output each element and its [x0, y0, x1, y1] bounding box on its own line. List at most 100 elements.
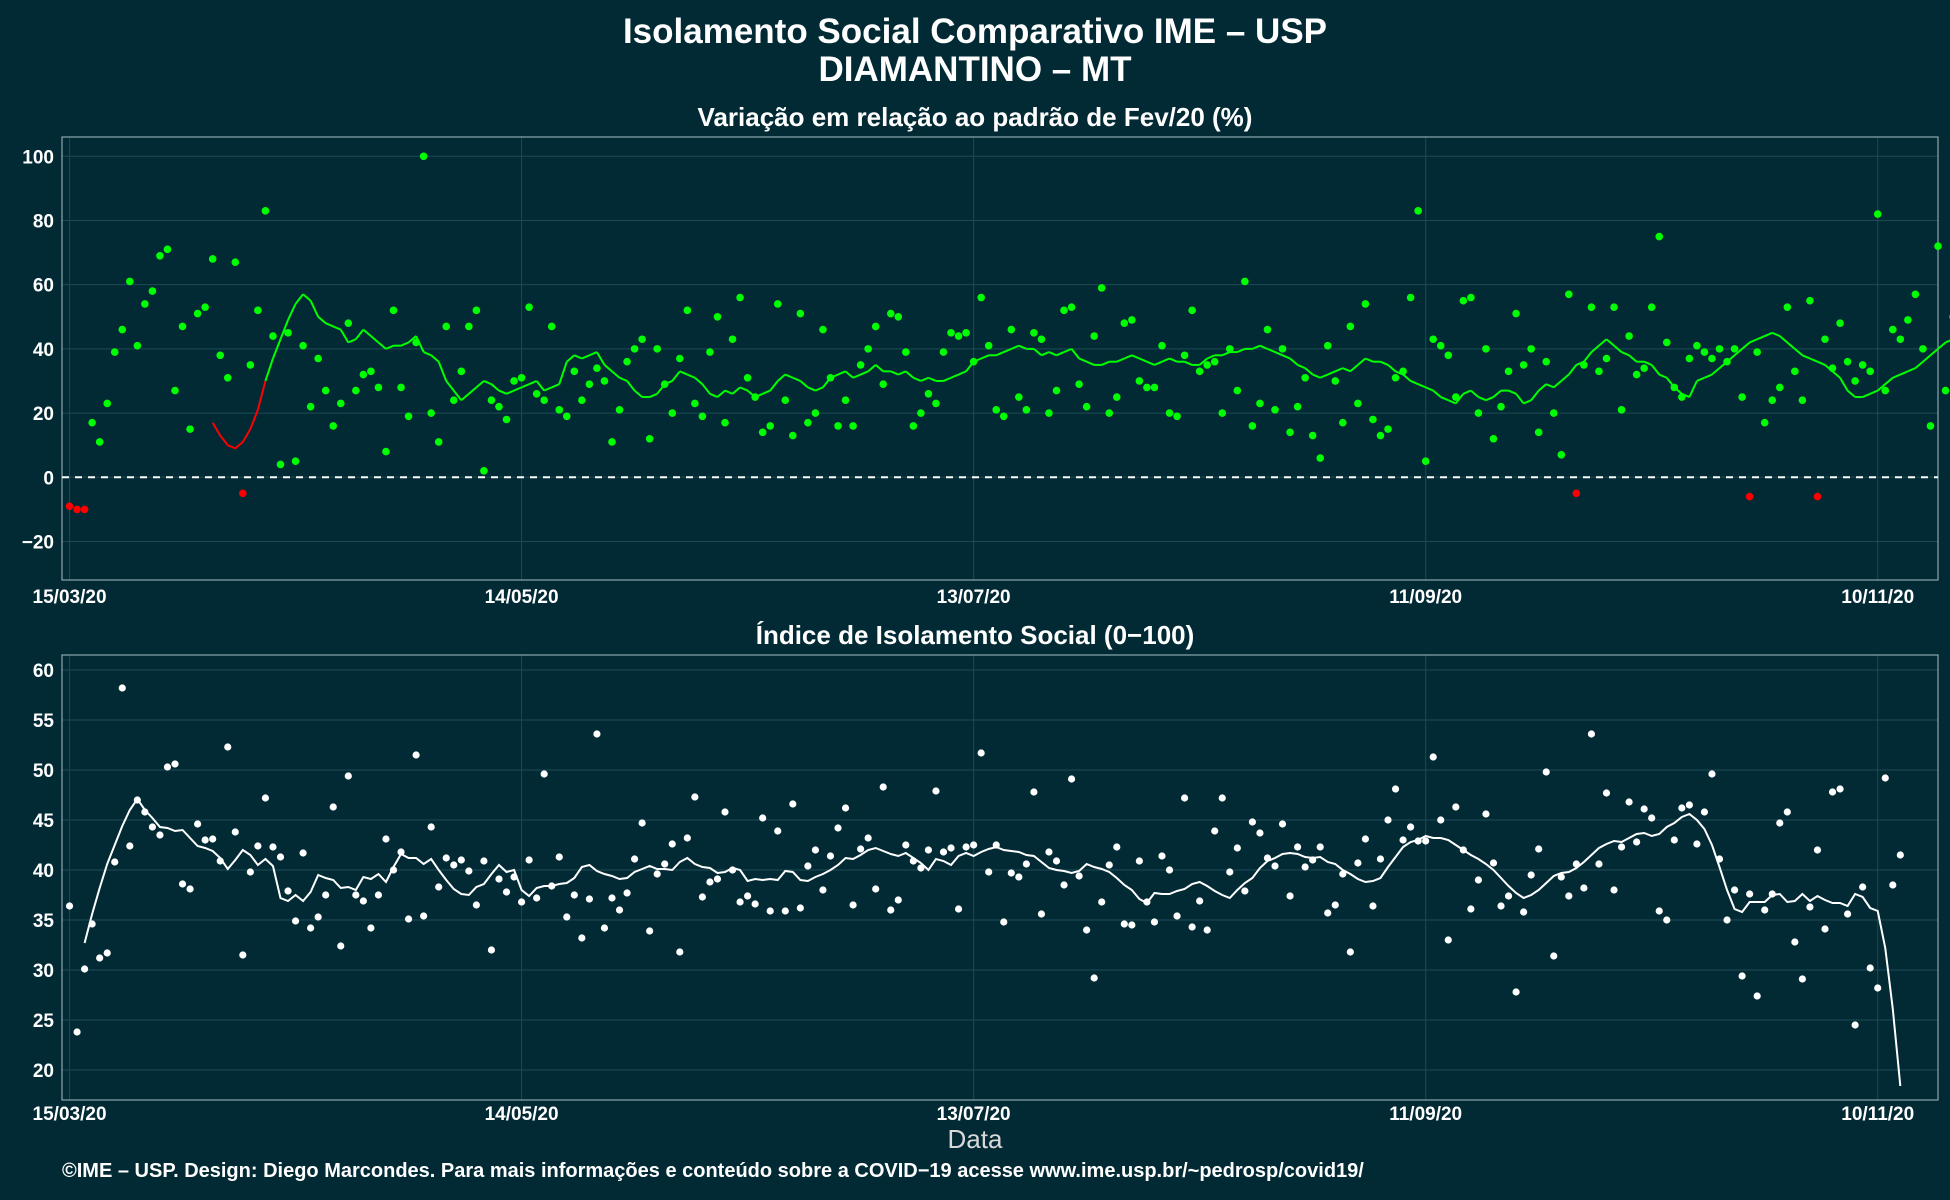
- data-point: [653, 345, 661, 353]
- data-point: [751, 900, 759, 908]
- y-tick-label: 50: [33, 761, 54, 782]
- rolling-mean-segment: [897, 370, 907, 376]
- data-point: [1000, 918, 1008, 926]
- rolling-mean-segment: [1801, 354, 1811, 360]
- rolling-mean-segment: [709, 392, 718, 398]
- data-point: [397, 848, 405, 856]
- data-point: [382, 835, 390, 843]
- data-point: [465, 867, 473, 875]
- data-point: [570, 891, 578, 899]
- data-point: [646, 927, 654, 935]
- data-point: [1873, 210, 1882, 218]
- data-point: [1602, 354, 1611, 363]
- data-point: [163, 245, 172, 254]
- rolling-mean-segment: [302, 293, 312, 302]
- rolling-mean-segment: [1538, 383, 1547, 392]
- data-point: [510, 873, 518, 881]
- data-point: [1203, 361, 1211, 369]
- data-point: [548, 882, 556, 890]
- data-point: [1195, 367, 1204, 376]
- rolling-mean-segment: [347, 338, 357, 344]
- rolling-mean-segment: [1078, 357, 1088, 363]
- data-point: [841, 396, 850, 405]
- rolling-mean-segment: [227, 444, 236, 450]
- rolling-mean-segment: [1116, 357, 1125, 363]
- data-point: [246, 868, 254, 876]
- rolling-mean-segment: [679, 370, 688, 376]
- data-point: [1768, 396, 1777, 405]
- data-point: [261, 794, 270, 802]
- data-point: [766, 422, 775, 430]
- data-point: [344, 319, 353, 327]
- data-point: [1233, 844, 1241, 852]
- rolling-mean-segment: [1846, 389, 1856, 398]
- rolling-mean-segment: [603, 364, 613, 373]
- data-point: [261, 207, 270, 215]
- data-point: [721, 808, 729, 816]
- data-point: [1414, 207, 1422, 215]
- data-point: [1610, 886, 1618, 894]
- data-point: [1369, 902, 1377, 910]
- data-point: [1662, 338, 1671, 347]
- data-point: [1843, 357, 1852, 366]
- rolling-mean-segment: [1492, 389, 1502, 398]
- data-point: [1888, 325, 1897, 334]
- data-point: [126, 842, 134, 850]
- data-point: [766, 907, 774, 915]
- data-point: [246, 361, 255, 369]
- rolling-mean-segment: [1236, 347, 1246, 353]
- rolling-mean-segment: [1922, 354, 1932, 363]
- data-point: [856, 361, 865, 369]
- rolling-mean-segment: [1048, 351, 1057, 357]
- data-point: [1406, 293, 1415, 302]
- rolling-mean-segment: [867, 364, 877, 373]
- data-point: [1256, 829, 1264, 837]
- data-point: [450, 861, 458, 869]
- data-point: [427, 409, 435, 417]
- rolling-mean-segment: [958, 370, 967, 376]
- data-point: [924, 846, 933, 854]
- rolling-mean-segment: [1817, 360, 1826, 366]
- rolling-mean-segment: [355, 328, 365, 340]
- data-point: [1640, 364, 1648, 372]
- data-point: [1708, 354, 1716, 363]
- rolling-mean-segment: [1508, 389, 1517, 395]
- rolling-mean-segment: [452, 389, 463, 401]
- rolling-mean-segment: [1432, 389, 1442, 398]
- data-point: [1278, 820, 1287, 828]
- data-point: [1557, 451, 1566, 459]
- data-point: [223, 373, 232, 382]
- data-point: [1693, 341, 1701, 350]
- rolling-mean-segment: [566, 354, 575, 363]
- rolling-mean-segment: [1003, 347, 1012, 353]
- rolling-mean-segment: [588, 351, 598, 357]
- data-point: [992, 406, 1001, 414]
- rolling-mean-segment: [1523, 399, 1532, 405]
- y-tick-label: 100: [22, 147, 54, 168]
- data-point: [826, 852, 835, 860]
- rolling-mean-segment: [769, 380, 779, 392]
- data-point: [1218, 409, 1227, 417]
- data-point: [1135, 857, 1143, 865]
- rolling-mean-segment: [332, 325, 342, 331]
- data-point: [585, 380, 594, 388]
- data-point: [1384, 816, 1392, 824]
- rolling-mean-segment: [498, 389, 507, 395]
- data-point: [1730, 345, 1739, 353]
- data-point: [1376, 855, 1385, 863]
- rolling-mean-segment: [1733, 348, 1743, 357]
- data-point: [578, 396, 586, 405]
- data-point: [111, 858, 119, 866]
- data-point: [668, 840, 676, 848]
- data-point: [1037, 910, 1046, 918]
- data-point: [1354, 399, 1362, 408]
- data-point: [773, 300, 782, 308]
- data-point: [254, 306, 262, 315]
- data-point: [547, 322, 556, 331]
- data-point: [533, 894, 541, 902]
- data-point: [630, 855, 639, 863]
- rolling-mean-segment: [483, 380, 492, 386]
- data-point: [201, 303, 209, 311]
- data-point: [1708, 770, 1716, 778]
- rolling-mean-segment: [1756, 335, 1766, 341]
